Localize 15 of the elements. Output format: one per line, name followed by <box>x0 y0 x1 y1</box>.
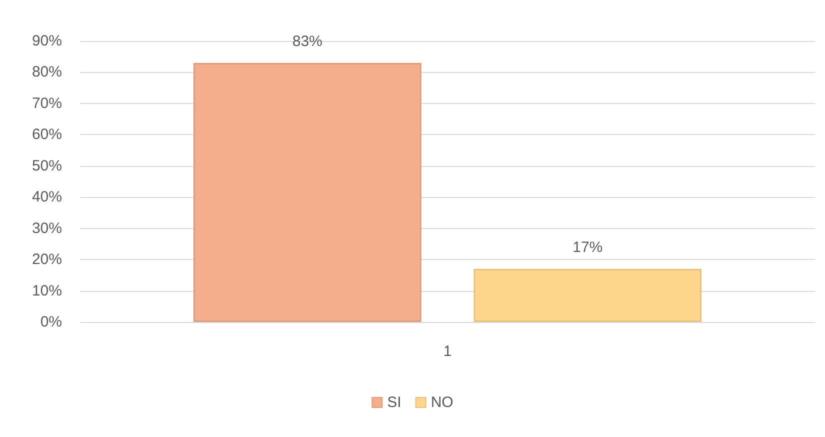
y-tick-label: 40% <box>32 188 62 206</box>
y-tick-label: 50% <box>32 157 62 174</box>
y-tick-label: 10% <box>32 282 62 300</box>
data-label: 17% <box>572 238 603 256</box>
legend-label: SI <box>387 394 402 411</box>
y-tick-label: 70% <box>32 94 62 112</box>
data-label: 83% <box>292 32 322 50</box>
y-tick-label: 80% <box>32 64 62 81</box>
y-tick-label: 20% <box>32 251 62 268</box>
legend-label: NO <box>430 394 454 411</box>
y-tick-label: 30% <box>32 220 62 237</box>
y-tick-label: 60% <box>32 126 62 144</box>
x-tick-label: 1 <box>443 343 452 360</box>
y-tick-label: 0% <box>40 314 62 330</box>
y-tick-label: 90% <box>32 32 62 50</box>
